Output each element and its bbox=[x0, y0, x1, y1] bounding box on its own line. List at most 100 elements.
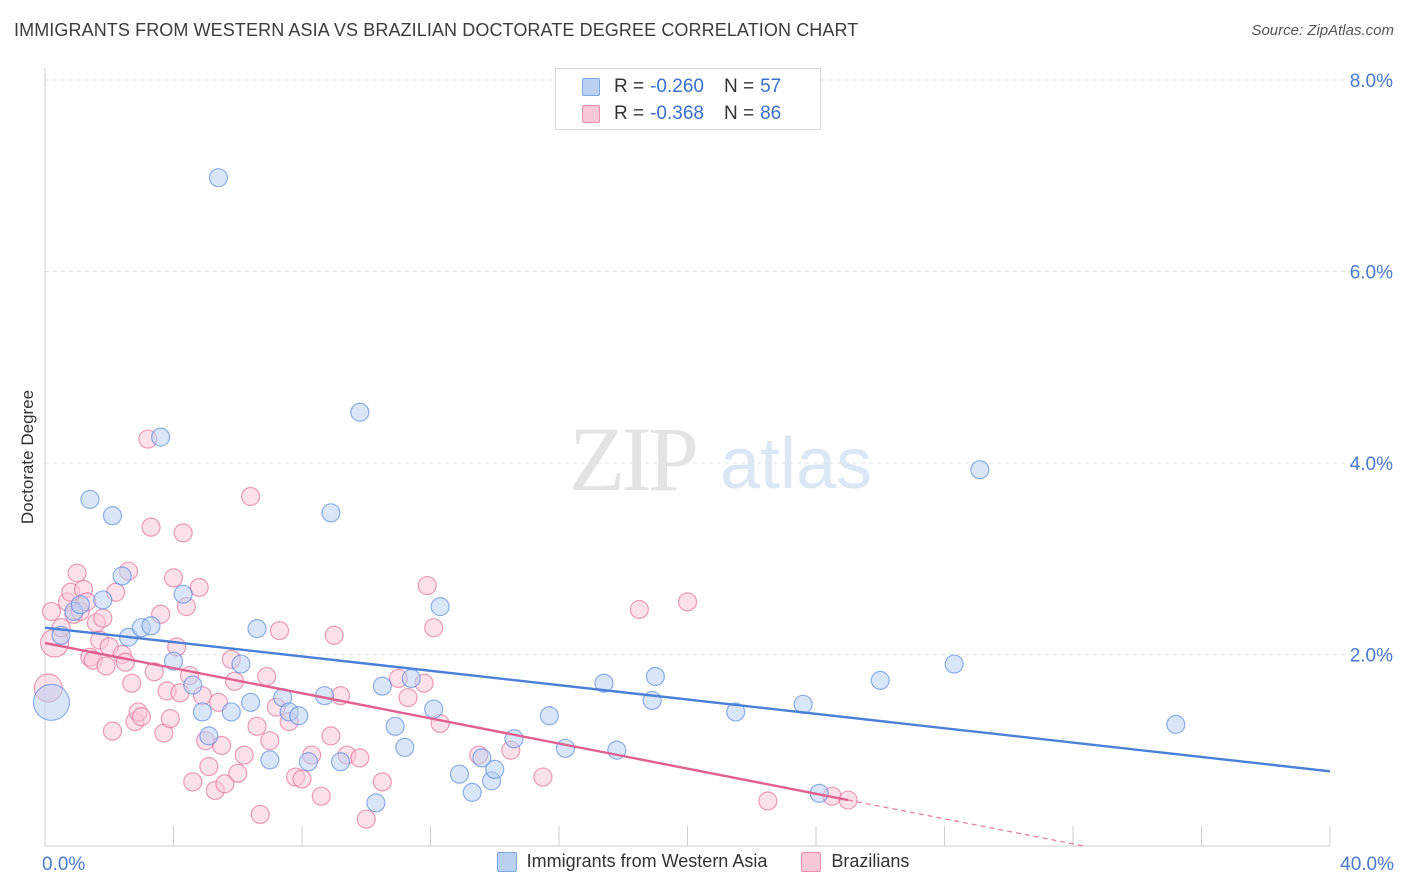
western-asia-point bbox=[192, 702, 213, 722]
brazilians-point bbox=[292, 769, 312, 789]
brazilians-point bbox=[424, 618, 444, 638]
brazilians-point bbox=[208, 692, 229, 712]
brazilians-point bbox=[183, 772, 203, 792]
legend-item-western-asia: Immigrants from Western Asia bbox=[496, 851, 768, 872]
brazilians-point bbox=[356, 809, 376, 829]
trend-line-brazilians-extension bbox=[848, 799, 1085, 847]
western-asia-point bbox=[289, 706, 309, 726]
western-asia-point bbox=[183, 675, 203, 695]
watermark-zip: ZIP bbox=[569, 408, 696, 510]
brazilians-point bbox=[533, 767, 553, 787]
axes bbox=[44, 68, 1331, 847]
western-asia-point bbox=[485, 759, 505, 780]
western-asia-point bbox=[870, 670, 890, 690]
western-asia-point bbox=[231, 654, 251, 674]
western-asia-point bbox=[539, 706, 559, 726]
western-asia-point bbox=[430, 597, 450, 617]
watermark: ZIP atlas bbox=[569, 408, 872, 510]
brazilians-point bbox=[160, 709, 180, 729]
stats-r-value: -0.260 bbox=[650, 76, 704, 97]
brazilians-point bbox=[67, 563, 87, 583]
western-asia-point bbox=[260, 750, 280, 770]
western-asia-point bbox=[112, 566, 132, 586]
brazilians-point bbox=[234, 745, 254, 765]
brazilians-point bbox=[228, 763, 248, 783]
brazilians-point bbox=[311, 786, 331, 806]
bottom-legend: Immigrants from Western Asia Brazilians bbox=[0, 851, 1406, 872]
western-asia-point bbox=[385, 716, 405, 736]
series-western-asia-points bbox=[32, 168, 1186, 813]
western-asia-point bbox=[645, 666, 665, 687]
brazilians-point bbox=[629, 599, 649, 620]
brazilians-point bbox=[269, 620, 290, 641]
y-axis-tick-labels: 2.0% 4.0% 6.0% 8.0% bbox=[1350, 71, 1393, 667]
brazilians-point bbox=[321, 726, 341, 746]
x-tick-label: 40.0% bbox=[1340, 854, 1394, 875]
stats-swatch-blue bbox=[582, 78, 600, 96]
legend-swatch-pink bbox=[801, 851, 822, 872]
western-asia-point bbox=[944, 654, 964, 674]
western-asia-point bbox=[350, 402, 370, 422]
western-asia-point bbox=[555, 738, 576, 758]
brazilians-point bbox=[115, 652, 135, 672]
stats-n-label: N = bbox=[723, 76, 755, 97]
western-asia-point bbox=[424, 699, 444, 719]
brazilians-point bbox=[215, 774, 235, 794]
western-asia-point bbox=[462, 782, 482, 802]
stats-n-value: 86 bbox=[760, 103, 782, 124]
stats-n-label: N = bbox=[723, 103, 755, 124]
western-asia-point bbox=[366, 793, 386, 813]
stats-r-label: R = bbox=[614, 76, 645, 97]
western-asia-point bbox=[970, 460, 990, 480]
brazilians-point bbox=[350, 748, 370, 768]
y-tick-label: 8.0% bbox=[1350, 71, 1393, 92]
western-asia-point bbox=[221, 702, 241, 722]
western-asia-point bbox=[199, 726, 219, 746]
stats-swatch-pink bbox=[582, 105, 600, 123]
chart-title: IMMIGRANTS FROM WESTERN ASIA VS BRAZILIA… bbox=[14, 20, 859, 40]
y-tick-label: 2.0% bbox=[1350, 646, 1393, 667]
brazilians-point bbox=[417, 575, 437, 596]
western-asia-point bbox=[330, 752, 351, 772]
legend-label-western-asia: Immigrants from Western Asia bbox=[526, 851, 768, 871]
western-asia-point bbox=[298, 752, 319, 772]
brazilians-point bbox=[163, 568, 184, 588]
western-asia-point bbox=[173, 584, 193, 604]
western-asia-point bbox=[726, 702, 746, 722]
trend-lines bbox=[44, 626, 1331, 847]
western-asia-point bbox=[247, 619, 267, 639]
western-asia-point bbox=[151, 427, 171, 447]
brazilians-point bbox=[372, 772, 392, 792]
brazilians-point bbox=[144, 662, 164, 682]
legend-swatch-blue bbox=[496, 851, 517, 872]
western-asia-point bbox=[472, 748, 492, 768]
western-asia-point bbox=[1166, 714, 1186, 734]
series-brazilians-points bbox=[33, 429, 858, 829]
western-asia-point bbox=[395, 737, 415, 757]
western-asia-point bbox=[321, 503, 341, 523]
brazilians-point bbox=[257, 666, 277, 687]
stats-r-value: -0.368 bbox=[650, 103, 704, 124]
y-tick-label: 4.0% bbox=[1350, 454, 1393, 475]
brazilians-point bbox=[241, 486, 261, 507]
brazilians-point bbox=[247, 716, 267, 736]
brazilians-point bbox=[41, 601, 62, 622]
stats-row-brazilians: R = -0.368 N = 86 bbox=[582, 102, 781, 126]
trend-line-western-asia bbox=[44, 626, 1331, 773]
stats-r-label: R = bbox=[614, 103, 645, 124]
legend-item-brazilians: Brazilians bbox=[801, 851, 909, 872]
western-asia-point bbox=[102, 506, 123, 526]
western-asia-point bbox=[241, 692, 261, 712]
brazilians-point bbox=[212, 735, 232, 756]
western-asia-point bbox=[594, 673, 614, 693]
brazilians-point bbox=[189, 577, 209, 598]
grid bbox=[45, 79, 1392, 655]
brazilians-point bbox=[102, 721, 123, 741]
brazilians-point bbox=[398, 687, 418, 708]
western-asia-point bbox=[208, 168, 229, 188]
western-asia-point bbox=[93, 590, 113, 610]
brazilians-point bbox=[173, 523, 193, 543]
x-axis-tick-labels: 0.0% 40.0% bbox=[42, 854, 1394, 875]
brazilians-point bbox=[260, 731, 280, 751]
